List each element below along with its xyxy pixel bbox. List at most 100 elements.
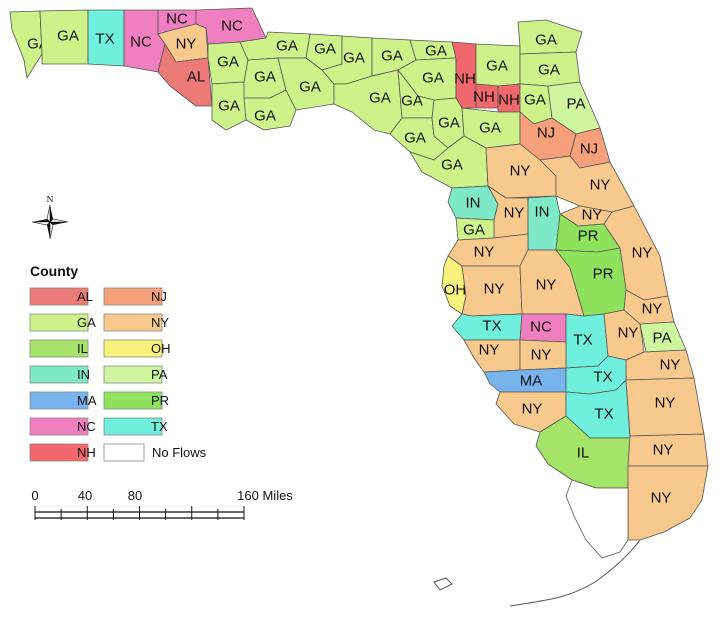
county-label-marion: NY [510,163,531,180]
county-label-osceola: PR [593,266,614,283]
county-label-pinellas: OH [444,282,467,299]
county-label-polk: NY [536,277,557,294]
legend-item-ny: NY [103,313,169,332]
county-calhoun: GA [207,41,249,85]
north-label: N [47,195,54,204]
legend-label: IN [77,367,90,382]
legend-item-in: IN [29,365,90,384]
county-jackson: NC [195,7,267,45]
scale-bar: 0 40 80 160 Miles [31,488,293,520]
legend-item-ma: MA [29,391,97,410]
county-label-liberty: GA [254,69,276,86]
county-label-brevard: NY [632,245,653,262]
county-layer: GA GA TX NC NC NY NC AL [9,7,709,607]
county-santa-rosa: GA [39,9,89,65]
county-label-taylor: GA [369,90,391,107]
county-bay: AL [157,43,213,107]
county-gadsden: GA [239,31,311,61]
legend-item-nj: NJ [103,287,167,306]
legend-label: MA [77,393,97,408]
legend-item-ga: GA [29,313,96,332]
county-baker: GA [475,43,521,87]
county-label-citrus: IN [466,195,481,212]
county-label-st-johns: PA [567,96,586,113]
county-highlands: TX [565,313,609,369]
county-label-lafayette: GA [401,93,423,110]
county-label-lake: IN [535,204,550,221]
scale-bar-label: 160 Miles [237,488,293,503]
legend-swatch [29,313,89,332]
county-label-highlands: TX [573,332,592,349]
legend-title: County [30,263,78,279]
county-label-hamilton: GA [425,43,447,60]
county-label-calhoun: GA [217,54,239,71]
county-gulf: GA [211,81,247,131]
county-label-glades: TX [593,369,612,386]
county-label-sarasota: NY [479,342,500,359]
county-manatee: TX [451,313,523,341]
legend-label: NJ [151,289,167,304]
county-label-hardee: NC [530,319,552,336]
county-label-charlotte: MA [520,373,543,390]
legend-swatch [29,339,89,358]
county-monroe [565,479,629,559]
county-label-washington: NY [176,36,197,53]
scale-bar-label: 40 [78,488,92,503]
county-label-putnam: NJ [537,125,555,142]
county-dixie: GA [389,117,449,161]
county-label-broward: NY [653,442,674,459]
county-okaloosa: TX [87,9,125,67]
county-seminole: NY [559,205,613,227]
county-label-seminole: NY [582,207,603,224]
key-west-island [433,577,453,591]
county-label-baker: GA [486,58,508,75]
county-label-jefferson: GA [343,50,365,67]
county-broward: NY [627,433,709,467]
county-miami-dade: NY [627,465,709,541]
florida-keys [509,539,641,607]
county-label-gilchrist: GA [438,115,460,132]
county-label-desoto: NY [531,347,552,364]
legend-label: PA [151,367,168,382]
county-hardee: NC [519,313,567,343]
county-hamilton: GA [409,39,457,61]
legend-item-il: IL [29,339,89,358]
county-label-palm-beach: NY [655,395,676,412]
legend-label: NY [151,315,169,330]
county-label-okeechobee: NY [618,325,639,342]
county-label-bradford: NH [498,92,520,109]
legend-swatch [103,313,163,332]
county-label-indian-river: NY [642,301,663,318]
county-label-leon: GA [314,41,336,58]
legend-swatch [29,417,89,436]
legend-item-oh: OH [103,339,171,358]
county-label-manatee: TX [482,318,501,335]
county-pasco: NY [447,233,529,267]
legend-item-al: AL [29,287,93,306]
county-label-union: NH [473,89,495,106]
legend-item-tx: TX [103,417,168,436]
legend-swatch [29,443,89,462]
county-charlotte: MA [483,367,567,393]
county-label-martin: NY [660,357,681,374]
legend-swatch [103,365,163,384]
county-label-st-lucie: PA [653,330,672,347]
county-label-orange: PR [578,228,599,245]
legend-label: AL [77,289,93,304]
legend-swatch [103,339,163,358]
legend-swatch [103,443,145,462]
county-glades: TX [565,355,627,395]
legend-label: PR [151,393,169,408]
county-levy: GA [409,135,489,189]
legend-label: GA [77,315,96,330]
county-label-lee: NY [522,401,543,418]
legend-item-nh: NH [29,443,96,462]
county-label-dixie: GA [404,130,426,147]
county-label-hernando: GA [463,222,485,239]
legend-swatch [29,391,89,410]
legend-item-nc: NC [29,417,96,436]
county-taylor: GA [333,69,403,135]
county-label-clay: GA [524,92,546,109]
county-label-hillsborough: NY [484,281,505,298]
county-label-sumter: NY [504,205,525,222]
